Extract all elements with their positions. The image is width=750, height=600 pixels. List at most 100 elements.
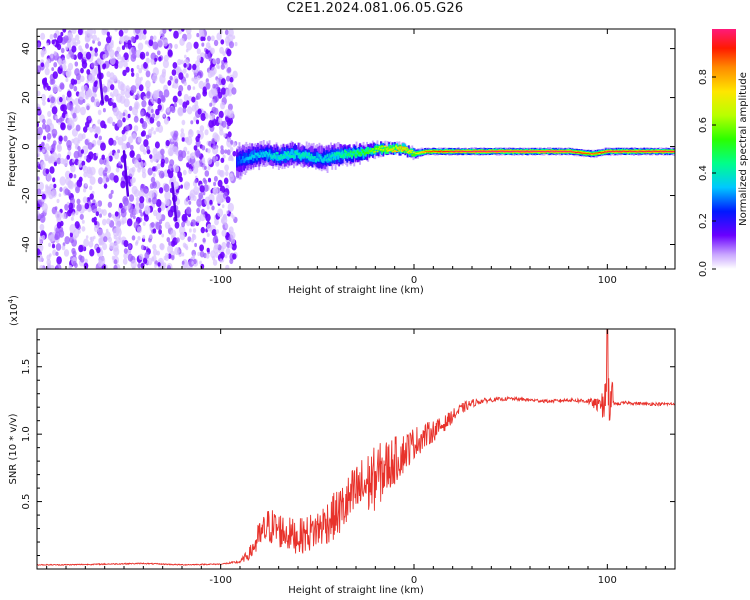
noise-speckle xyxy=(172,133,178,141)
signal-cell xyxy=(406,147,409,150)
signal-cell xyxy=(439,150,441,152)
signal-cell xyxy=(529,150,532,152)
signal-cell xyxy=(432,150,435,153)
noise-speckle xyxy=(173,30,179,39)
signal-cell xyxy=(392,151,395,153)
noise-speckle xyxy=(207,35,211,42)
noise-speckle xyxy=(215,57,221,65)
noise-speckle xyxy=(118,60,124,69)
noise-speckle xyxy=(196,48,201,55)
signal-cell xyxy=(250,152,252,159)
noise-speckle xyxy=(106,71,111,78)
signal-cell xyxy=(373,151,375,154)
signal-cell xyxy=(294,150,296,154)
noise-speckle xyxy=(224,254,228,259)
signal-cell xyxy=(363,151,366,155)
noise-speckle xyxy=(50,104,53,109)
noise-speckle xyxy=(37,203,41,211)
signal-cell xyxy=(352,151,354,156)
noise-speckle xyxy=(81,219,85,224)
signal-cell xyxy=(381,146,383,148)
signal-cell xyxy=(406,151,409,153)
noise-speckle xyxy=(93,235,96,240)
noise-speckle xyxy=(107,201,113,208)
noise-speckle xyxy=(69,232,73,238)
noise-speckle xyxy=(37,153,41,157)
noise-speckle xyxy=(161,233,165,238)
signal-cell xyxy=(396,146,399,150)
signal-cell xyxy=(390,148,393,151)
signal-cell xyxy=(327,157,330,161)
noise-speckle xyxy=(138,253,144,260)
signal-cell xyxy=(295,151,298,155)
noise-speckle xyxy=(212,235,219,244)
noise-speckle xyxy=(179,231,186,241)
noise-speckle xyxy=(80,67,84,74)
noise-speckle xyxy=(143,139,149,148)
signal-cell xyxy=(345,151,348,156)
noise-speckle xyxy=(55,211,62,221)
signal-cell xyxy=(348,153,351,156)
signal-cell xyxy=(251,150,254,157)
noise-speckle xyxy=(193,116,198,122)
noise-speckle xyxy=(55,115,58,120)
noise-speckle xyxy=(210,47,215,55)
signal-cell xyxy=(251,153,254,164)
noise-speckle xyxy=(66,39,72,48)
signal-cell xyxy=(555,150,557,152)
noise-speckle xyxy=(220,63,225,70)
noise-speckle xyxy=(131,235,136,241)
signal-cell xyxy=(250,156,252,160)
signal-cell xyxy=(404,147,407,150)
noise-speckle xyxy=(108,137,114,146)
noise-speckle xyxy=(72,112,77,119)
signal-cell xyxy=(638,150,641,152)
noise-speckle xyxy=(44,155,49,161)
noise-speckle xyxy=(164,198,170,207)
noise-speckle xyxy=(106,36,112,44)
signal-cell xyxy=(239,153,242,163)
noise-speckle xyxy=(193,186,200,196)
signal-cell xyxy=(557,151,560,153)
signal-cell xyxy=(411,150,414,152)
signal-cell xyxy=(339,154,342,158)
noise-speckle xyxy=(193,76,199,85)
signal-cell xyxy=(439,151,441,153)
noise-speckle xyxy=(66,71,71,78)
signal-cell xyxy=(513,150,516,152)
noise-speckle xyxy=(212,88,218,97)
noise-speckle xyxy=(223,214,227,219)
signal-cell xyxy=(261,150,264,157)
noise-speckle xyxy=(178,98,183,106)
noise-speckle xyxy=(51,106,58,115)
colorbar-tick-label: 0.4 xyxy=(698,165,709,181)
noise-speckle xyxy=(132,94,136,100)
signal-cell xyxy=(305,152,308,158)
noise-speckle xyxy=(207,165,211,171)
noise-speckle xyxy=(150,108,154,114)
signal-cell xyxy=(465,151,468,153)
signal-cell xyxy=(449,151,452,153)
spectrogram-content xyxy=(37,29,675,269)
noise-speckle xyxy=(53,161,58,167)
noise-speckle xyxy=(209,112,215,121)
noise-speckle xyxy=(138,84,144,92)
signal-cell xyxy=(467,151,469,153)
signal-cell xyxy=(538,151,541,152)
spectrogram-panel: -100 0 100 -40 -20 0 20 40 Height of straight l… xyxy=(7,28,676,296)
noise-speckle xyxy=(41,93,46,102)
noise-speckle xyxy=(52,71,58,79)
noise-speckle xyxy=(191,96,196,103)
noise-speckle xyxy=(135,76,142,86)
noise-speckle xyxy=(143,257,148,264)
noise-speckle xyxy=(72,260,77,267)
signal-cell xyxy=(374,150,377,153)
noise-speckle xyxy=(156,163,161,170)
noise-speckle xyxy=(56,221,62,229)
noise-speckle xyxy=(225,40,230,47)
signal-cell xyxy=(469,151,472,153)
signal-cell xyxy=(267,153,270,157)
noise-speckle xyxy=(192,86,196,90)
signal-cell xyxy=(535,150,538,152)
noise-speckle xyxy=(220,251,225,259)
